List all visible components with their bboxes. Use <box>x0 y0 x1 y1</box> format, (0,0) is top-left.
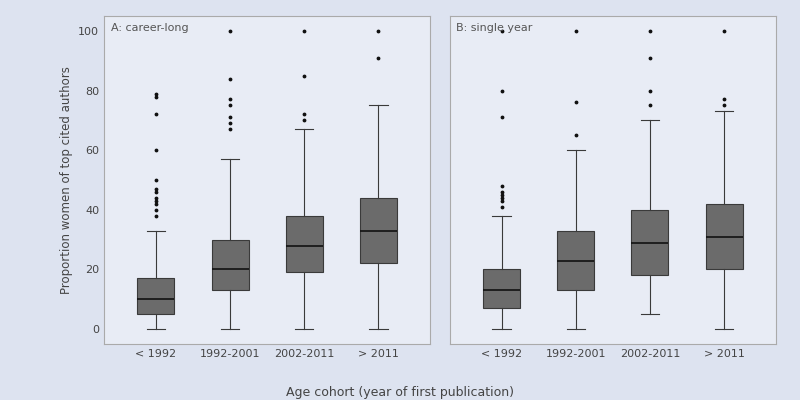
PathPatch shape <box>631 210 669 276</box>
PathPatch shape <box>211 240 249 290</box>
PathPatch shape <box>483 270 520 308</box>
PathPatch shape <box>706 204 742 270</box>
PathPatch shape <box>360 198 397 264</box>
Text: A: career-long: A: career-long <box>110 22 188 32</box>
PathPatch shape <box>286 216 322 272</box>
Y-axis label: Proportion women of top cited authors: Proportion women of top cited authors <box>59 66 73 294</box>
Text: B: single year: B: single year <box>456 22 533 32</box>
PathPatch shape <box>138 278 174 314</box>
Text: Age cohort (year of first publication): Age cohort (year of first publication) <box>286 386 514 399</box>
PathPatch shape <box>558 231 594 290</box>
